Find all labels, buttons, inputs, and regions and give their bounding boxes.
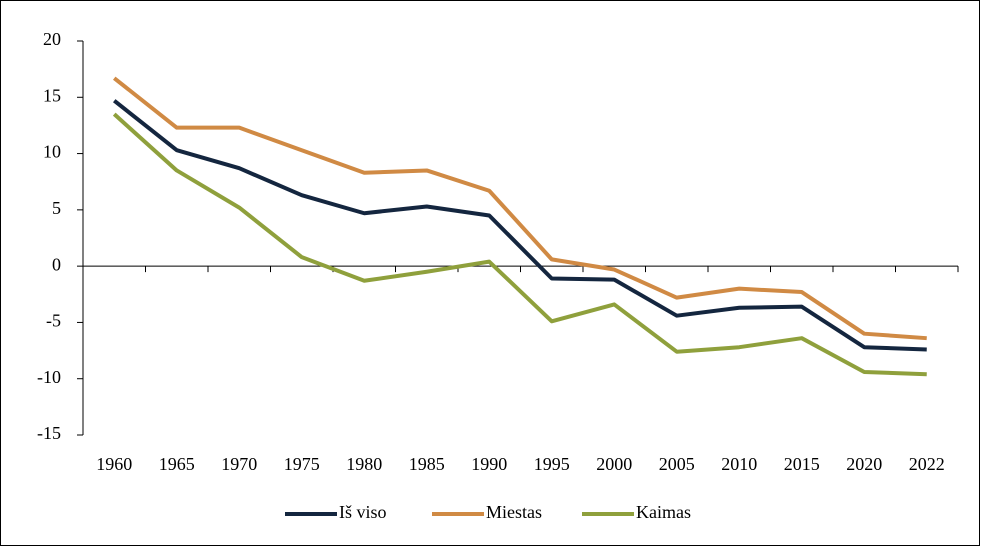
y-tick-label: 20 — [43, 29, 61, 49]
x-tick-label: 1980 — [346, 454, 382, 474]
x-tick-label: 1970 — [221, 454, 257, 474]
line-series — [113, 76, 927, 341]
x-tick-label: 2022 — [909, 454, 945, 474]
x-tick-label: 1975 — [284, 454, 320, 474]
x-tick-label: 2005 — [659, 454, 695, 474]
x-tick-label: 2000 — [596, 454, 632, 474]
x-tick-label: 1990 — [471, 454, 507, 474]
x-tick-label: 1965 — [159, 454, 195, 474]
x-tick-label: 1960 — [96, 454, 132, 474]
y-tick-label: 15 — [43, 85, 61, 105]
legend-label: Kaimas — [636, 502, 691, 522]
y-tick-label: 5 — [52, 198, 61, 218]
x-tick-label: 1985 — [409, 454, 445, 474]
x-tick-label: 2020 — [846, 454, 882, 474]
x-tick-label: 1995 — [534, 454, 570, 474]
y-tick-label: -5 — [46, 311, 61, 331]
line-series — [112, 112, 927, 377]
x-tick-label: 2015 — [784, 454, 820, 474]
y-tick-label: 0 — [52, 254, 61, 274]
y-tick-label: -10 — [37, 367, 61, 387]
line-series — [113, 99, 927, 352]
legend-label: Miestas — [486, 502, 542, 522]
y-tick-label: 10 — [43, 142, 61, 162]
y-tick-label: -15 — [37, 423, 61, 443]
x-tick-label: 2010 — [721, 454, 757, 474]
legend-label: Iš viso — [339, 502, 387, 522]
